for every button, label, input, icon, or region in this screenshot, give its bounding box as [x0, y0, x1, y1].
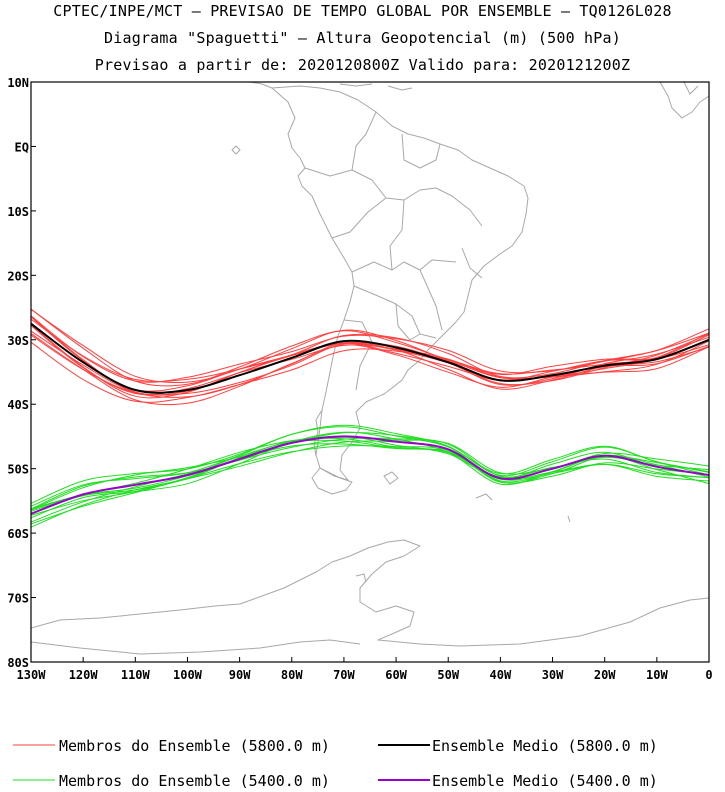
x-tick-label: 10W [646, 668, 668, 682]
country-border [351, 111, 377, 171]
member-5800-line-8 [31, 308, 709, 384]
y-tick-label: 40S [7, 398, 29, 412]
y-tick-label: 30S [7, 334, 29, 348]
x-tick-label: 0 [705, 668, 712, 682]
x-tick-label: 130W [17, 668, 47, 682]
country-border [461, 247, 483, 279]
chart-title-line3: Previsao a partir de: 2020120800Z Valido… [94, 56, 631, 74]
member-5400-line-9 [31, 437, 709, 523]
antarctica-coastline [31, 639, 361, 655]
members-5800-group [31, 308, 709, 406]
antarctic-islands [355, 573, 367, 583]
mean-5400-line [31, 435, 709, 515]
mean-5800-line [31, 322, 709, 394]
x-tick-label: 80W [281, 668, 303, 682]
country-border [304, 167, 483, 227]
x-tick-label: 110W [121, 668, 151, 682]
falkland-islands [383, 471, 399, 485]
africa-detail [683, 82, 699, 95]
member-5800-line-11 [31, 330, 709, 398]
x-tick-label: 90W [229, 668, 251, 682]
antarctica-coastline [31, 539, 709, 647]
y-tick-label: 70S [7, 592, 29, 606]
member-5800-line-9 [31, 333, 709, 403]
x-tick-label: 30W [542, 668, 564, 682]
chart-title-line1: CPTEC/INPE/MCT – PREVISAO DE TEMPO GLOBA… [53, 2, 672, 20]
member-5400-line-4 [31, 443, 709, 516]
y-tick-label: 20S [7, 269, 29, 283]
x-tick-label: 120W [69, 668, 99, 682]
member-5800-line-7 [31, 324, 709, 399]
means-group [31, 322, 709, 515]
x-tick-label: 40W [490, 668, 512, 682]
y-tick-label: 10N [7, 76, 29, 90]
member-5400-line-12 [31, 445, 709, 525]
axes: 130W 120W 110W 100W 90W 80W 70W 60W 50W 40W 30W 20W… [7, 76, 712, 682]
member-5400-line-8 [31, 424, 709, 504]
country-border [389, 199, 405, 271]
member-5400-line-5 [31, 426, 709, 507]
member-5400-line-10 [31, 437, 709, 512]
country-border [395, 303, 421, 341]
caribbean-island [387, 85, 413, 91]
legend-label-members-5800: Membros do Ensemble (5800.0 m) [59, 737, 330, 755]
x-tick-label: 20W [594, 668, 616, 682]
country-border [353, 285, 437, 339]
galapagos-islands [231, 145, 241, 155]
y-tick-label: 80S [7, 656, 29, 670]
legend: Membros do Ensemble (5800.0 m) Ensemble … [13, 737, 658, 790]
legend-label-members-5400: Membros do Ensemble (5400.0 m) [59, 772, 330, 790]
country-border [331, 197, 387, 239]
south-georgia [475, 493, 493, 501]
member-5800-line-10 [31, 316, 709, 396]
country-border [419, 269, 443, 331]
tierra-del-fuego [311, 467, 353, 495]
x-tick-label: 70W [333, 668, 355, 682]
central-america-coastline [249, 82, 273, 89]
country-border [351, 259, 457, 273]
x-tick-label: 60W [385, 668, 407, 682]
x-tick-label: 100W [173, 668, 203, 682]
south-america-coastline [271, 85, 529, 481]
member-5400-line-11 [31, 431, 709, 510]
member-5400-line-7 [31, 439, 709, 510]
x-tick-label: 50W [437, 668, 459, 682]
y-tick-label: 60S [7, 527, 29, 541]
members-5400-group [31, 424, 709, 528]
caribbean-island [339, 83, 373, 87]
y-tick-label: 10S [7, 205, 29, 219]
y-tick-label: 50S [7, 463, 29, 477]
africa-coastline [659, 82, 709, 119]
sandwich-islands [567, 515, 571, 523]
y-tick-label: EQ [15, 140, 29, 154]
chart-title-line2: Diagrama "Spaguetti" – Altura Geopotenci… [104, 29, 621, 47]
legend-label-mean-5800: Ensemble Medio (5800.0 m) [432, 737, 658, 755]
plot-frame [30, 81, 710, 663]
country-border [401, 133, 441, 169]
legend-label-mean-5400: Ensemble Medio (5400.0 m) [432, 772, 658, 790]
member-5800-line-12 [31, 315, 709, 383]
